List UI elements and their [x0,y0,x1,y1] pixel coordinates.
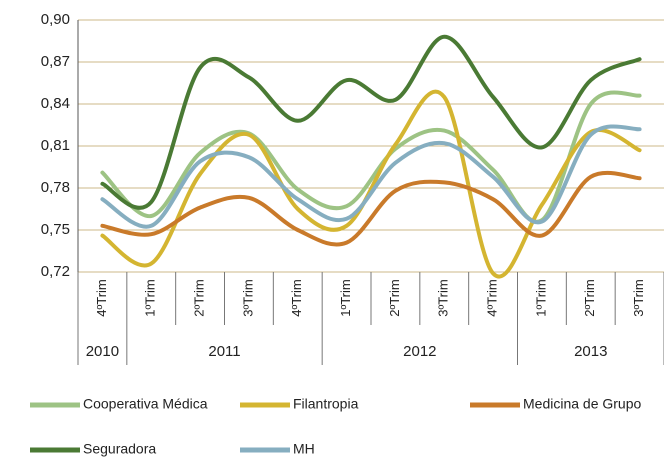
x-tick-label: 3ºTrim [240,279,255,316]
series-line [100,89,642,279]
group-label: 2011 [208,343,240,360]
y-tick-label: 0,87 [41,53,70,70]
legend-label: Filantropia [293,396,359,412]
series-line [100,170,642,247]
y-tick-label: 0,90 [41,11,70,28]
x-tick-label: 1ºTrim [338,279,353,316]
group-label: 2010 [86,343,119,360]
x-tick-label: 4ºTrim [485,279,500,316]
y-tick-label: 0,81 [41,137,70,154]
x-tick-label: 1ºTrim [533,279,548,316]
legend-label: Medicina de Grupo [523,396,642,412]
x-tick-label: 2ºTrim [582,279,597,316]
legend-label: Cooperativa Médica [83,396,208,412]
legend-label: MH [293,441,315,457]
x-tick-label: 2ºTrim [387,279,402,316]
y-tick-label: 0,75 [41,221,70,238]
group-label: 2012 [403,343,436,360]
x-tick-label: 3ºTrim [436,279,451,316]
group-label: 2013 [574,343,607,360]
x-tick-label: 4ºTrim [289,279,304,316]
y-tick-label: 0,72 [41,263,70,280]
x-tick-label: 4ºTrim [94,279,109,316]
series-line [100,34,642,210]
legend-label: Seguradora [83,441,156,457]
y-tick-label: 0,78 [41,179,70,196]
x-tick-label: 3ºTrim [631,279,646,316]
y-tick-label: 0,84 [41,95,70,112]
x-tick-label: 2ºTrim [192,279,207,316]
series-line [100,90,642,224]
x-tick-label: 1ºTrim [143,279,158,316]
series-line [100,124,642,229]
